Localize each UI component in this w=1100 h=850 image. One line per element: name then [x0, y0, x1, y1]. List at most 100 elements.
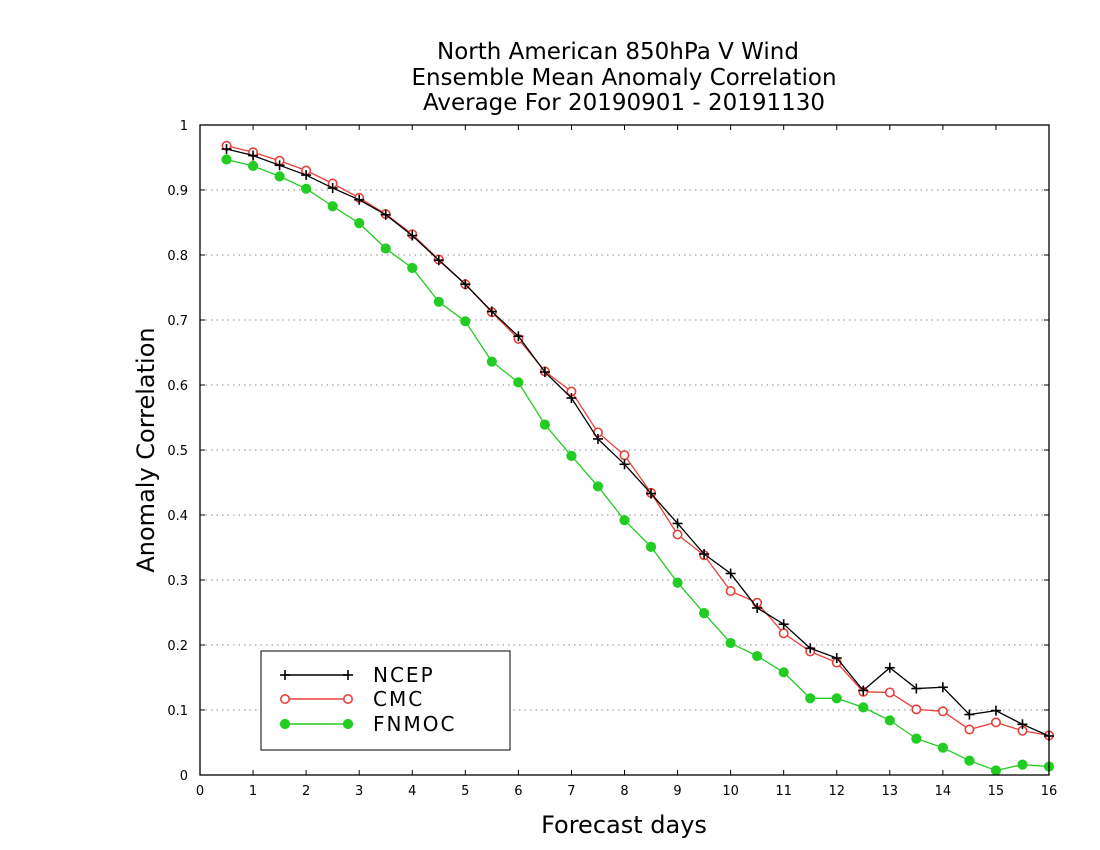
data-point-ncep — [1017, 719, 1028, 730]
data-point-fnmoc — [884, 715, 895, 726]
legend-label-fnmoc: FNMOC — [373, 712, 456, 736]
x-tick-label: 11 — [775, 784, 792, 799]
data-point-ncep — [990, 705, 1001, 716]
x-tick-label: 7 — [567, 784, 575, 799]
axis-ticks: 00.10.20.30.40.50.60.70.80.910 1 2 3 4 5 6 7 8 9 1… — [167, 119, 1057, 799]
legend-marker-cmc — [342, 693, 353, 704]
x-tick-label: 6 — [514, 784, 522, 799]
data-point-fnmoc — [539, 419, 551, 430]
data-point-fnmoc — [1017, 759, 1028, 770]
data-point-fnmoc — [354, 218, 365, 229]
y-tick-label: 0.3 — [167, 574, 188, 589]
series-fnmoc — [221, 154, 1055, 776]
y-tick-label: 0.5 — [167, 444, 188, 459]
data-point-fnmoc — [778, 667, 789, 678]
y-tick-label: 1 — [180, 119, 188, 134]
data-point-fnmoc — [486, 356, 497, 367]
series-line-ncep — [226, 148, 1050, 737]
data-point-ncep — [248, 150, 259, 161]
legend-label-ncep: NCEP — [373, 663, 435, 687]
plot-frame — [199, 124, 1050, 776]
data-point-cmc — [778, 628, 789, 639]
data-point-ncep — [433, 255, 444, 266]
data-point-fnmoc — [619, 515, 630, 526]
series-ncep — [221, 144, 1054, 741]
data-point-fnmoc — [990, 765, 1002, 776]
y-tick-label: 0.4 — [167, 509, 188, 524]
data-point-ncep — [752, 602, 763, 613]
chart-title-line-1: North American 850hPa V Wind — [437, 39, 799, 65]
data-point-fnmoc — [725, 637, 736, 649]
chart-title-line-2: Ensemble Mean Anomaly Correlation — [411, 65, 836, 91]
data-point-fnmoc — [592, 481, 604, 492]
x-tick-label: 16 — [1041, 784, 1058, 799]
data-point-cmc — [937, 706, 948, 717]
y-axis-title: Anomaly Correlation — [132, 327, 160, 572]
x-tick-label: 14 — [935, 784, 952, 799]
y-tick-label: 0.7 — [167, 314, 188, 329]
data-point-ncep — [911, 683, 922, 694]
legend-entry-fnmoc: FNMOC — [279, 712, 456, 736]
data-point-cmc — [725, 586, 736, 597]
legend-marker-fnmoc — [342, 718, 354, 730]
data-point-ncep — [539, 367, 550, 377]
legend-marker-cmc — [279, 693, 290, 704]
data-point-ncep — [513, 331, 524, 342]
data-point-ncep — [964, 709, 975, 720]
y-tick-label: 0 — [180, 769, 188, 784]
legend-marker-ncep — [343, 670, 353, 680]
x-tick-label: 8 — [620, 784, 628, 799]
data-point-fnmoc — [937, 742, 948, 753]
x-tick-label: 10 — [722, 784, 739, 799]
data-point-fnmoc — [274, 171, 285, 182]
data-point-ncep — [699, 549, 710, 559]
x-axis-title: Forecast days — [541, 811, 707, 839]
data-point-ncep — [672, 518, 683, 529]
data-point-fnmoc — [460, 316, 471, 327]
y-tick-label: 0.8 — [167, 249, 188, 264]
legend-marker-fnmoc — [279, 718, 291, 730]
data-point-ncep — [937, 682, 948, 693]
data-point-cmc — [884, 687, 895, 698]
data-point-cmc — [990, 717, 1001, 728]
x-tick-label: 3 — [355, 784, 363, 799]
data-point-fnmoc — [407, 262, 418, 274]
x-tick-label: 4 — [408, 784, 416, 799]
data-point-fnmoc — [380, 243, 391, 254]
data-point-ncep — [646, 488, 657, 499]
data-point-ncep — [831, 653, 842, 663]
data-point-ncep — [407, 230, 418, 241]
x-tick-label: 1 — [249, 784, 257, 799]
y-tick-label: 0.9 — [167, 184, 188, 199]
data-point-ncep — [725, 568, 736, 579]
data-point-fnmoc — [911, 733, 922, 744]
legend-entry-cmc: CMC — [279, 687, 424, 711]
data-point-fnmoc — [221, 154, 232, 165]
y-tick-label: 0.1 — [167, 704, 188, 719]
data-point-fnmoc — [513, 377, 524, 388]
data-point-ncep — [884, 662, 895, 673]
data-point-fnmoc — [964, 755, 975, 766]
x-tick-label: 5 — [461, 784, 469, 799]
data-point-ncep — [460, 279, 471, 290]
legend-label-cmc: CMC — [373, 687, 424, 711]
data-point-fnmoc — [327, 201, 338, 212]
series-line-cmc — [226, 145, 1050, 736]
data-point-fnmoc — [301, 183, 312, 194]
data-point-ncep — [274, 160, 285, 171]
data-point-fnmoc — [831, 693, 842, 704]
data-point-fnmoc — [858, 702, 869, 713]
data-point-ncep — [805, 643, 816, 654]
data-point-cmc — [911, 704, 922, 715]
legend-entry-ncep: NCEP — [280, 663, 435, 687]
series-cmc — [221, 140, 1055, 741]
data-point-fnmoc — [752, 650, 763, 662]
data-point-fnmoc — [247, 160, 259, 172]
data-point-ncep — [619, 459, 630, 470]
data-point-ncep — [221, 144, 232, 155]
y-tick-label: 0.2 — [167, 639, 188, 654]
data-point-fnmoc — [672, 577, 683, 588]
data-point-ncep — [592, 433, 603, 444]
